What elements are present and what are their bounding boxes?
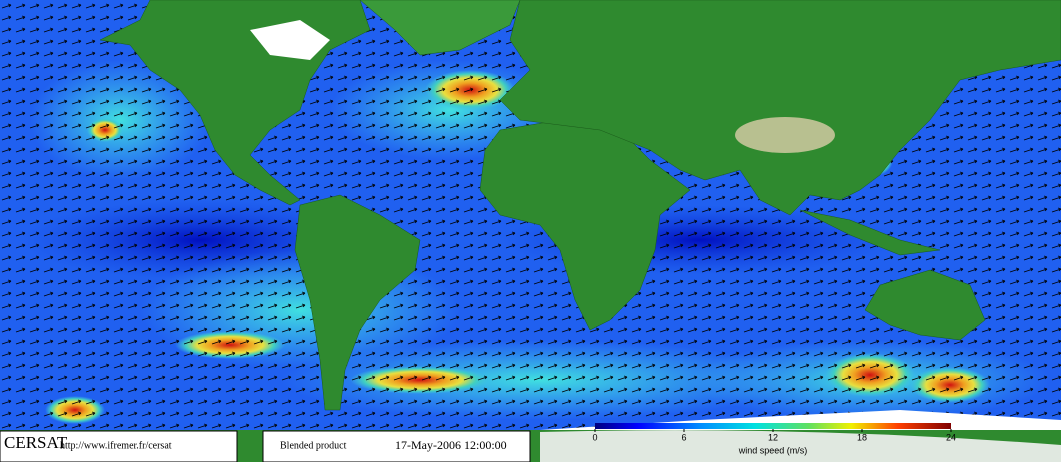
colorbar-tick-label: 0 xyxy=(592,432,597,442)
colorbar-scale xyxy=(595,423,951,429)
product: Blended product xyxy=(280,440,347,451)
colorbar-tick-label: 18 xyxy=(857,432,867,442)
colorbar: wind speed (m/s) 0 6 12 18 24 xyxy=(592,423,956,455)
colorbar-label: wind speed (m/s) xyxy=(738,445,808,455)
product-box xyxy=(262,430,531,462)
colorbar-tick-label: 12 xyxy=(768,432,778,442)
colorbar-tick-label: 6 xyxy=(681,432,686,442)
logo-box xyxy=(0,430,238,462)
date: 17-May-2006 12:00:00 xyxy=(395,438,507,452)
url: http://www.ifremer.fr/cersat xyxy=(60,440,172,451)
logo: CERSAT xyxy=(4,433,68,452)
land xyxy=(99,0,1061,430)
info-bar: CERSAT http://www.ifremer.fr/cersat Blen… xyxy=(0,430,1061,462)
colorbar-tick-label: 24 xyxy=(946,432,956,442)
